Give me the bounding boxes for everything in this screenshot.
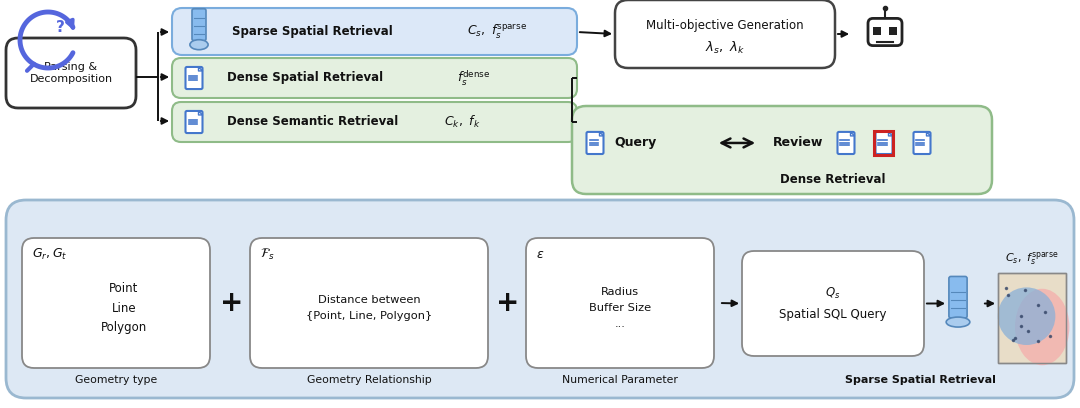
Text: Dense Semantic Retrieval: Dense Semantic Retrieval [227, 115, 399, 129]
Text: $Q_s$
Spatial SQL Query: $Q_s$ Spatial SQL Query [780, 286, 887, 321]
FancyBboxPatch shape [172, 102, 577, 142]
FancyBboxPatch shape [22, 238, 210, 368]
FancyBboxPatch shape [914, 132, 931, 154]
Text: $\epsilon$: $\epsilon$ [536, 248, 544, 260]
FancyBboxPatch shape [615, 0, 835, 68]
Text: Dense Spatial Retrieval: Dense Spatial Retrieval [227, 71, 383, 84]
Ellipse shape [190, 40, 208, 50]
Text: +: + [497, 289, 519, 317]
Text: $\lambda_s,\ \lambda_k$: $\lambda_s,\ \lambda_k$ [705, 40, 745, 55]
Text: Distance between
{Point, Line, Polygon}: Distance between {Point, Line, Polygon} [306, 295, 432, 321]
Circle shape [998, 287, 1055, 345]
Ellipse shape [946, 317, 970, 327]
FancyBboxPatch shape [172, 58, 577, 98]
Text: $f_s^{\mathrm{dense}}$: $f_s^{\mathrm{dense}}$ [457, 68, 490, 88]
FancyBboxPatch shape [186, 111, 203, 133]
Text: $C_k,\ f_k$: $C_k,\ f_k$ [444, 114, 481, 130]
Text: Parsing &
Decomposition: Parsing & Decomposition [29, 62, 112, 84]
FancyBboxPatch shape [192, 9, 206, 41]
Text: Sparse Spatial Retrieval: Sparse Spatial Retrieval [232, 25, 393, 38]
Text: Geometry type: Geometry type [75, 375, 157, 385]
Text: Review: Review [773, 136, 823, 149]
Text: $G_r, G_t$: $G_r, G_t$ [32, 246, 67, 262]
Text: Sparse Spatial Retrieval: Sparse Spatial Retrieval [845, 375, 996, 385]
Text: $\mathcal{F}_s$: $\mathcal{F}_s$ [260, 246, 274, 262]
Text: ?: ? [55, 20, 65, 35]
Text: Point
Line
Polygon: Point Line Polygon [100, 282, 147, 335]
Bar [889, 27, 897, 35]
FancyBboxPatch shape [6, 38, 136, 108]
Text: Dense Retrieval: Dense Retrieval [780, 173, 886, 186]
FancyBboxPatch shape [868, 18, 902, 46]
FancyBboxPatch shape [586, 132, 604, 154]
Text: $C_s,\ f_s^{\mathrm{sparse}}$: $C_s,\ f_s^{\mathrm{sparse}}$ [467, 22, 527, 40]
Text: Radius
Buffer Size
...: Radius Buffer Size ... [589, 287, 651, 328]
FancyBboxPatch shape [572, 106, 993, 194]
Text: Multi-objective Generation: Multi-objective Generation [646, 19, 804, 32]
FancyBboxPatch shape [876, 132, 892, 154]
FancyBboxPatch shape [6, 200, 1074, 398]
Ellipse shape [1015, 289, 1069, 365]
Text: Query: Query [615, 136, 657, 149]
FancyBboxPatch shape [172, 8, 577, 55]
Text: Geometry Relationship: Geometry Relationship [307, 375, 431, 385]
FancyBboxPatch shape [998, 273, 1066, 363]
FancyBboxPatch shape [186, 67, 203, 89]
FancyBboxPatch shape [742, 251, 924, 356]
FancyBboxPatch shape [526, 238, 714, 368]
Text: Numerical Parameter: Numerical Parameter [562, 375, 678, 385]
FancyBboxPatch shape [949, 277, 967, 318]
FancyBboxPatch shape [837, 132, 854, 154]
Text: +: + [220, 289, 244, 317]
Bar [873, 27, 881, 35]
Text: $C_s,\ f_s^{\mathrm{sparse}}$: $C_s,\ f_s^{\mathrm{sparse}}$ [1005, 251, 1058, 267]
FancyBboxPatch shape [249, 238, 488, 368]
